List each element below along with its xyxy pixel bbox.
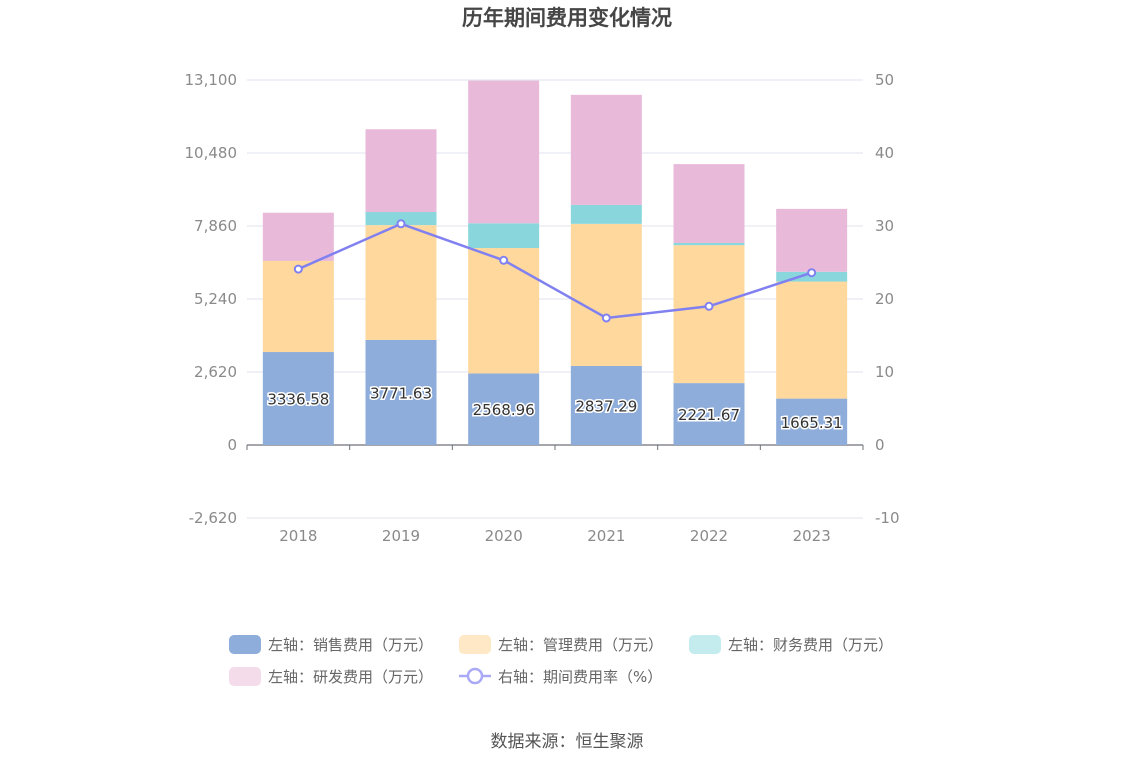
- bar-segment-1: [673, 383, 745, 445]
- legend-label: 左轴：销售费用（万元）: [268, 636, 433, 654]
- grid-lines: [247, 79, 863, 519]
- legend-swatch: [459, 635, 491, 654]
- legend-label: 左轴：管理费用（万元）: [498, 636, 663, 654]
- y-right-tick-label: 10: [875, 363, 894, 381]
- bar-segment-2: [262, 260, 334, 353]
- y-left-tick-label: -2,620: [189, 509, 237, 527]
- legend-item[interactable]: 左轴：管理费用（万元）: [459, 635, 663, 654]
- bar-series: [262, 80, 848, 445]
- legend-item[interactable]: 左轴：销售费用（万元）: [229, 635, 433, 654]
- legend-label: 右轴：期间费用率（%）: [498, 668, 662, 686]
- x-tick-label: 2019: [382, 527, 420, 545]
- bar-data-label: 2221.67: [678, 406, 740, 424]
- legend-swatch: [229, 667, 261, 686]
- bar-segment-3: [673, 242, 745, 246]
- bar-segment-4: [673, 164, 745, 243]
- legend-swatch: [229, 635, 261, 654]
- bar-segment-4: [468, 80, 540, 224]
- bar-data-label: 2837.29: [575, 397, 637, 415]
- legend: 左轴：销售费用（万元） 左轴：管理费用（万元） 左轴：财务费用（万元） 左轴：研发费用…: [229, 635, 893, 686]
- y-right-tick-label: 50: [875, 71, 894, 89]
- bar-segment-1: [365, 339, 437, 445]
- data-labels: 3336.58 3771.63 2568.96 2837.29 2221.67 1665.…: [266, 383, 844, 433]
- bar-segment-4: [570, 94, 642, 205]
- x-tick-label: 2018: [279, 527, 317, 545]
- bar-segment-4: [262, 212, 334, 261]
- rate-point: [499, 255, 509, 265]
- y-left-tick-label: 13,100: [185, 71, 238, 89]
- source-note: 数据来源：恒生聚源: [491, 732, 644, 752]
- bar-segment-1: [570, 365, 642, 445]
- rate-point: [396, 219, 406, 229]
- legend-item[interactable]: 左轴：财务费用（万元）: [689, 635, 893, 654]
- bar-segment-1: [468, 373, 540, 445]
- bar-segment-1: [262, 352, 334, 445]
- legend-label: 左轴：财务费用（万元）: [728, 636, 893, 654]
- bar-data-label: 3336.58: [267, 391, 329, 409]
- bar-data-label: 1665.31: [781, 414, 843, 432]
- bar-segment-2: [673, 245, 745, 384]
- y-left-tick-label: 7,860: [194, 217, 237, 235]
- y-left-tick-label: 2,620: [194, 363, 237, 381]
- legend-label: 左轴：研发费用（万元）: [268, 668, 433, 686]
- bar-data-label: 2568.96: [473, 401, 535, 419]
- y-right-tick-label: 0: [875, 436, 885, 454]
- chart-title: 历年期间费用变化情况: [462, 6, 672, 30]
- bar-segment-4: [365, 129, 437, 213]
- bar-data-label: 3771.63: [370, 384, 432, 402]
- legend-marker: [466, 667, 484, 685]
- legend-item[interactable]: 左轴：研发费用（万元）: [229, 667, 433, 686]
- y-right-tick-label: 40: [875, 144, 894, 162]
- bar-segment-4: [776, 208, 848, 272]
- y-left-tick-label: 5,240: [194, 290, 237, 308]
- x-tick-label: 2022: [690, 527, 728, 545]
- line-series: [293, 219, 817, 323]
- x-tick-label: 2023: [793, 527, 831, 545]
- rate-line: [297, 222, 813, 320]
- rate-point: [293, 264, 303, 274]
- axes: -2,620 0 2,620 5,240 7,860 10,480 13,100 -10 0 10…: [185, 71, 900, 545]
- y-left-tick-label: 10,480: [185, 144, 238, 162]
- bar-segment-1: [776, 398, 848, 445]
- legend-swatch: [689, 635, 721, 654]
- y-left-tick-label: 0: [227, 436, 237, 454]
- legend-item[interactable]: 右轴：期间费用率（%）: [459, 667, 662, 686]
- y-right-tick-label: -10: [875, 509, 900, 527]
- bar-segment-3: [468, 223, 540, 249]
- bar-segment-3: [570, 204, 642, 224]
- rate-point: [601, 313, 611, 323]
- bar-segment-2: [776, 281, 848, 399]
- x-tick-label: 2020: [485, 527, 523, 545]
- bar-segment-2: [365, 225, 437, 340]
- x-tick-label: 2021: [587, 527, 625, 545]
- bar-segment-2: [570, 223, 642, 366]
- y-right-tick-label: 20: [875, 290, 894, 308]
- y-right-tick-label: 30: [875, 217, 894, 235]
- bar-segment-3: [365, 212, 437, 226]
- rate-point: [704, 301, 714, 311]
- bar-segment-2: [468, 248, 540, 374]
- rate-point: [807, 268, 817, 278]
